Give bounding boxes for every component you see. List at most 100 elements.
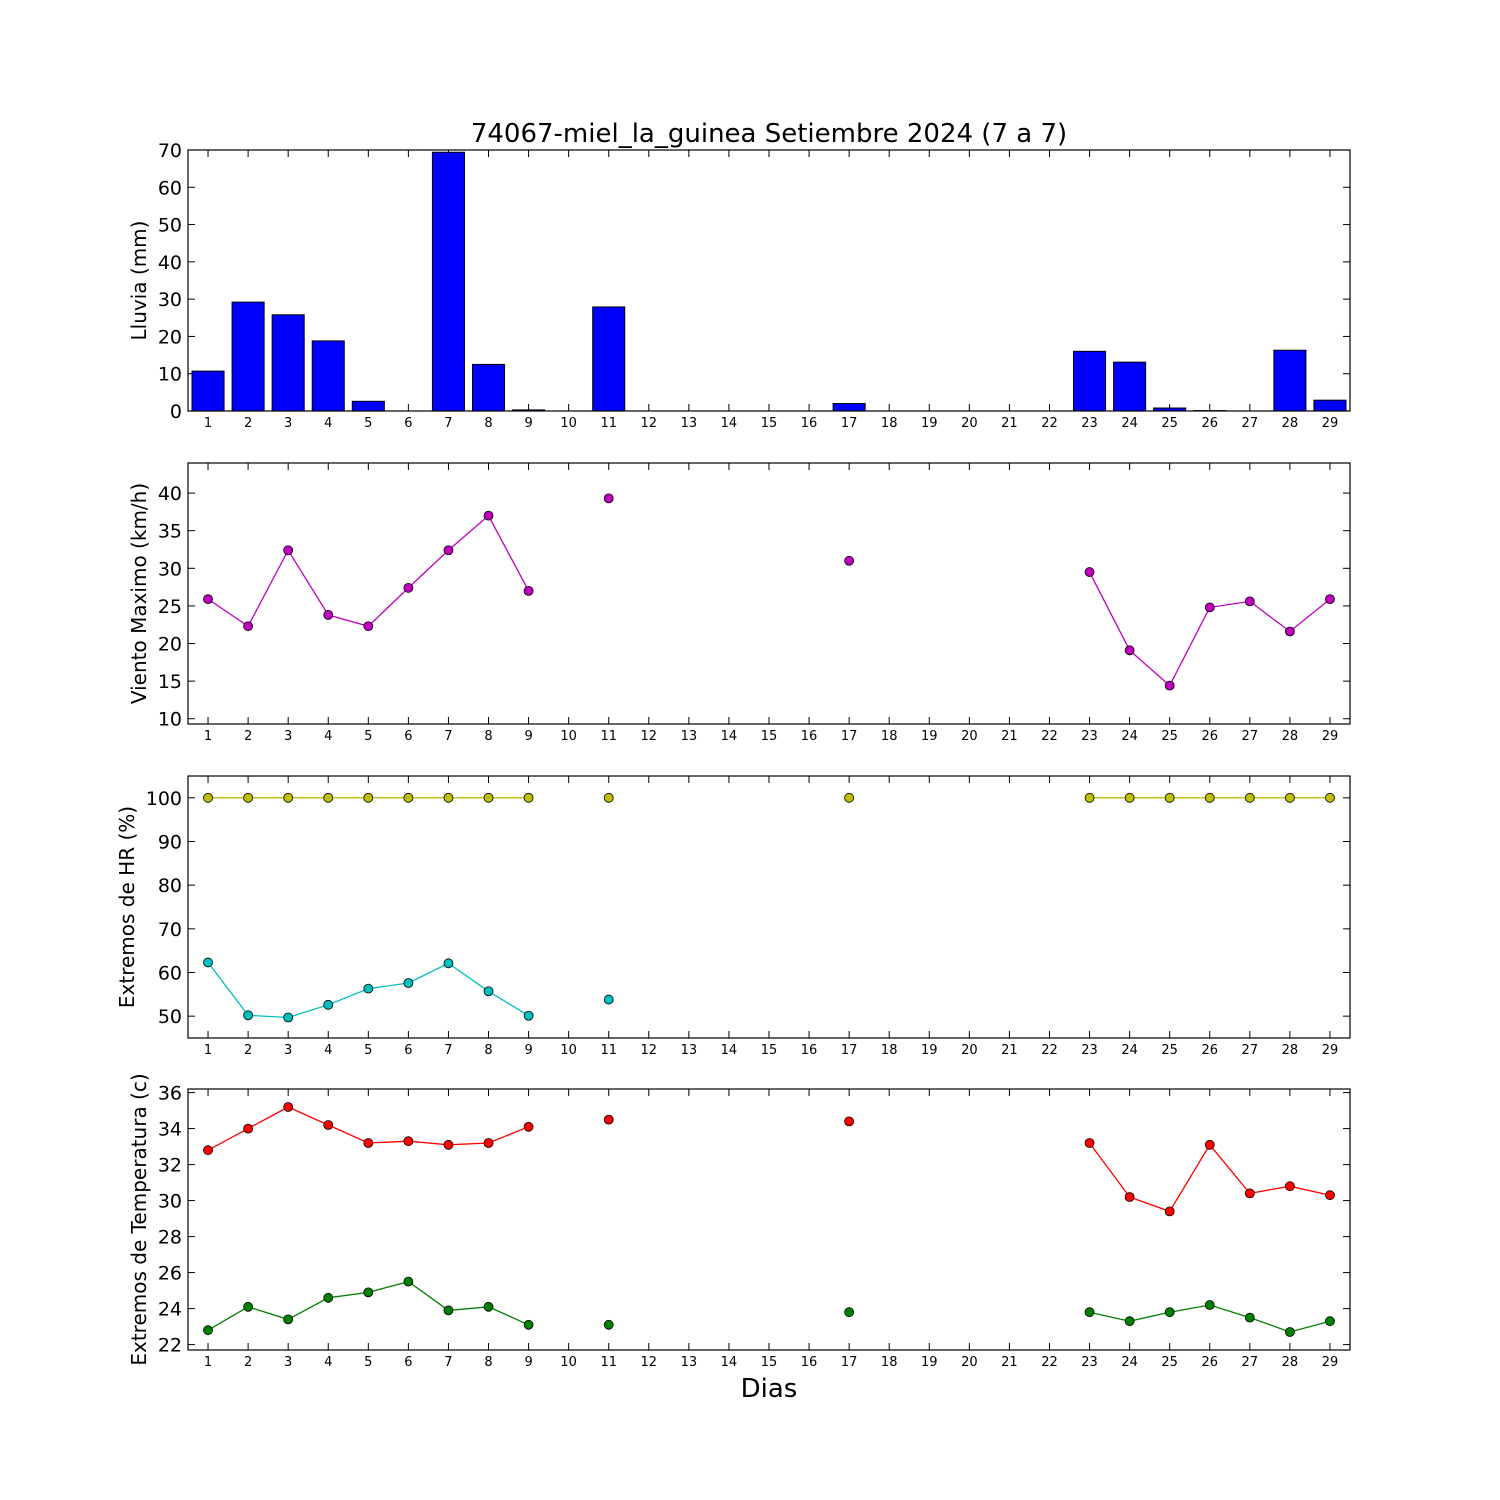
bar-day-11	[592, 306, 626, 412]
x-tick-label: 7	[444, 1355, 452, 1370]
y-tick-label: 10	[158, 709, 182, 731]
y-tick-label: 0	[170, 401, 182, 423]
x-tick-label: 16	[801, 1355, 818, 1370]
x-tick-label: 16	[801, 416, 818, 431]
x-tick-label: 21	[1001, 416, 1018, 431]
plot-frame	[187, 1088, 1351, 1351]
series-1-point-day-2	[243, 1123, 254, 1134]
x-tick-label: 3	[284, 1043, 292, 1058]
series-1-point-day-8	[483, 792, 494, 803]
series-1-point-day-5	[363, 621, 374, 632]
series-1-point-day-26	[1204, 792, 1215, 803]
series-1-point-day-7	[443, 545, 454, 556]
series-2-point-day-2	[243, 1010, 254, 1021]
x-tick-label: 6	[404, 1043, 412, 1058]
x-tick-label: 17	[841, 729, 858, 744]
x-tick-label: 7	[444, 1043, 452, 1058]
series-1-point-day-24	[1124, 645, 1135, 656]
x-tick-label: 3	[284, 729, 292, 744]
y-axis-label: Extremos de HR (%)	[115, 806, 139, 1008]
series-2-point-day-1	[203, 957, 213, 968]
y-tick-label: 24	[158, 1299, 182, 1321]
x-axis-label: Dias	[741, 1374, 798, 1404]
series-1-point-day-4	[323, 610, 334, 620]
y-tick-label: 34	[158, 1119, 182, 1141]
bar-day-24	[1113, 361, 1147, 412]
x-tick-label: 15	[761, 1043, 778, 1058]
series-1-point-day-9	[523, 792, 534, 803]
series-2-point-day-1	[203, 1325, 213, 1336]
series-1-point-day-23	[1084, 567, 1095, 577]
x-tick-label: 4	[324, 1355, 332, 1370]
x-tick-label: 27	[1242, 729, 1259, 744]
y-tick-label: 50	[158, 215, 182, 237]
x-tick-label: 1	[204, 416, 212, 431]
y-tick-label: 35	[158, 521, 182, 543]
x-tick-label: 23	[1081, 1355, 1098, 1370]
x-tick-label: 2	[244, 729, 252, 744]
series-2-point-day-8	[483, 986, 494, 997]
series-2-point-day-4	[323, 1292, 334, 1303]
x-tick-label: 6	[404, 729, 412, 744]
series-1-point-day-23	[1084, 1138, 1095, 1148]
x-tick-label: 21	[1001, 1355, 1018, 1370]
x-tick-label: 15	[761, 729, 778, 744]
x-tick-label: 18	[881, 1355, 898, 1370]
x-tick-label: 3	[284, 416, 292, 431]
x-tick-label: 29	[1322, 1043, 1339, 1058]
x-tick-label: 27	[1242, 1043, 1259, 1058]
bar-day-7	[431, 151, 465, 412]
y-tick-label: 26	[158, 1263, 182, 1285]
x-tick-label: 14	[721, 416, 738, 431]
x-tick-label: 10	[560, 729, 577, 744]
x-tick-label: 6	[404, 1355, 412, 1370]
series-1-point-day-1	[203, 1145, 213, 1156]
x-tick-label: 5	[364, 729, 372, 744]
bar-day-17	[832, 403, 866, 412]
x-tick-label: 19	[921, 1043, 938, 1058]
x-tick-label: 27	[1242, 416, 1259, 431]
x-tick-label: 4	[324, 416, 332, 431]
series-2-point-day-23	[1084, 1307, 1095, 1318]
x-tick-label: 2	[244, 416, 252, 431]
series-1-point-day-11	[603, 1114, 614, 1125]
series-1-point-day-1	[203, 594, 213, 605]
series-2-point-day-24	[1124, 1316, 1135, 1327]
x-tick-label: 18	[881, 1043, 898, 1058]
x-tick-label: 10	[560, 416, 577, 431]
x-tick-label: 13	[681, 416, 698, 431]
x-tick-label: 7	[444, 416, 452, 431]
series-1-point-day-23	[1084, 792, 1095, 803]
y-tick-label: 40	[158, 252, 182, 274]
x-tick-label: 20	[961, 416, 978, 431]
y-tick-label: 90	[158, 832, 182, 854]
x-tick-label: 14	[721, 729, 738, 744]
series-1-point-day-28	[1284, 626, 1295, 637]
series-2-point-day-25	[1164, 1307, 1175, 1318]
x-tick-label: 22	[1041, 1043, 1058, 1058]
y-tick-label: 70	[158, 140, 182, 162]
x-tick-label: 8	[484, 1043, 492, 1058]
x-tick-label: 19	[921, 1355, 938, 1370]
series-2-point-day-5	[363, 1287, 374, 1298]
x-tick-label: 15	[761, 416, 778, 431]
series-1-point-day-2	[243, 792, 254, 803]
series-2-point-day-6	[403, 1276, 414, 1287]
series-1-point-day-4	[323, 1120, 334, 1130]
x-tick-label: 12	[641, 416, 658, 431]
x-tick-label: 21	[1001, 729, 1018, 744]
series-2-point-day-7	[443, 958, 454, 969]
x-tick-label: 9	[524, 1355, 532, 1370]
x-tick-label: 25	[1161, 416, 1178, 431]
y-axis-label: Lluvia (mm)	[127, 221, 151, 341]
series-1-point-day-3	[283, 1102, 294, 1112]
x-tick-label: 29	[1322, 1355, 1339, 1370]
x-tick-label: 24	[1121, 1355, 1138, 1370]
series-2-point-day-7	[443, 1305, 454, 1316]
series-2-point-day-9	[523, 1319, 534, 1330]
x-tick-label: 23	[1081, 416, 1098, 431]
